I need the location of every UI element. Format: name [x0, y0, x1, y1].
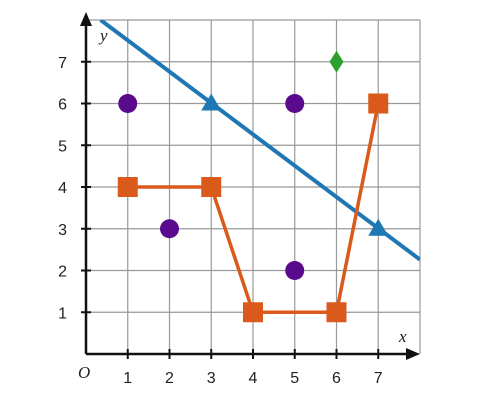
square-point [368, 93, 389, 114]
y-tick-label: 3 [58, 222, 67, 239]
y-tick-label: 2 [58, 264, 67, 281]
axes [80, 12, 420, 360]
x-tick-label: 1 [123, 370, 132, 387]
x-tick-label: 4 [249, 370, 258, 387]
labels: x y O 1 2 3 4 5 6 7 1 2 3 4 5 6 7 [58, 26, 407, 387]
y-tick-label: 4 [58, 180, 67, 197]
x-tick-label: 5 [290, 370, 299, 387]
x-tick-label: 6 [332, 370, 341, 387]
diamond-point [329, 50, 344, 73]
blue-line [99, 20, 420, 262]
series [99, 20, 420, 323]
y-tick-label: 7 [58, 55, 67, 72]
triangle-point [368, 218, 389, 236]
y-tick-label: 5 [58, 138, 67, 155]
circle-point [160, 219, 179, 239]
y-axis-label: y [98, 26, 108, 45]
y-tick-label: 6 [58, 97, 67, 114]
origin-label: O [78, 363, 90, 382]
x-tick-label: 3 [207, 370, 216, 387]
circle-point [285, 261, 305, 280]
x-tick-label: 7 [374, 370, 383, 387]
circle-point [285, 94, 305, 113]
square-point [201, 177, 222, 197]
circle-point [118, 94, 138, 113]
triangle-point [201, 93, 222, 111]
x-tick-label: 2 [165, 370, 174, 387]
square-point [117, 177, 138, 197]
y-tick-label: 1 [58, 305, 67, 322]
x-axis-label: x [398, 327, 407, 346]
y-axis-arrow [80, 12, 92, 26]
square-point [326, 302, 347, 323]
square-point [243, 302, 263, 323]
x-axis-arrow [406, 348, 420, 360]
